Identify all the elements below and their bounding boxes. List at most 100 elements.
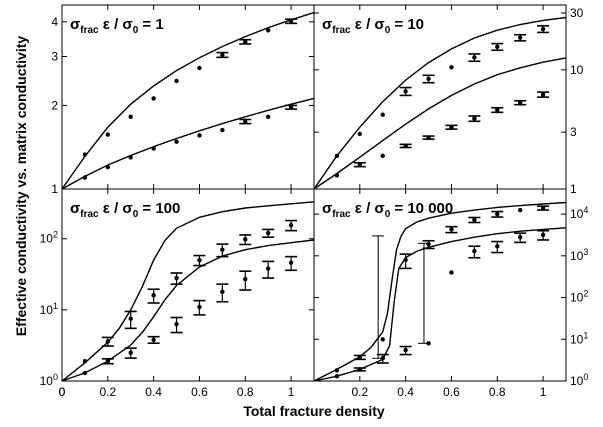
data-point [380,153,385,158]
data-point [472,217,477,223]
data-point [380,356,385,361]
data-point [288,260,294,265]
y-tick-label: 30 [570,6,584,20]
x-tick-label: 1 [540,385,547,399]
y-tick-label: 3 [570,125,577,139]
data-point [82,152,88,157]
data-point [380,337,385,342]
data-point [105,339,111,344]
data-point [174,321,179,327]
model-curve [61,201,315,382]
panel-4: 100 101 102 103 104 0.2 0.4 0.6 0.8 1 σfrac ε / σ0… [313,188,588,399]
x-tick-label: 0.2 [351,385,368,399]
data-point [288,19,294,24]
y-tick-label: 102 [40,230,58,246]
data-point [403,347,408,353]
data-point [197,65,202,71]
y-tick-label: 101 [570,330,588,346]
data-point [380,112,385,117]
data-point [540,92,546,97]
data-point [449,270,454,275]
x-tick-label: 0.8 [489,385,506,399]
data-point [495,244,500,249]
panel-title: σfrac ε / σ0 = 1 [70,16,164,36]
y-tick-label: 100 [40,372,58,388]
data-point [357,355,363,360]
data-point [426,242,431,247]
plot-frame [313,188,567,382]
data-point [449,65,454,70]
data-point [197,257,202,263]
panel-2: 1 3 10 30 σfrac ε / σ0 = 10 [313,4,584,196]
data-point [357,367,363,372]
data-point [472,55,477,60]
y-tick-label: 1 [570,182,577,196]
data-point [357,162,363,167]
x-tick-label: 0 [59,385,66,399]
model-curve [313,16,567,190]
data-point [82,175,88,180]
data-point [220,52,225,58]
data-point [288,222,294,228]
y-tick-label: 10 [570,63,584,77]
plot-frame [61,188,315,382]
data-point [197,133,202,138]
panel-title: σfrac ε / σ0 = 10 000 [322,200,453,220]
data-point [403,89,408,94]
data-point [174,275,179,281]
data-point [540,232,546,237]
data-point [334,153,340,158]
panel-3: 100 101 102 0 0.2 0.4 0.6 0.8 1 σfrac ε / σ0 = 10… [40,188,315,399]
data-point [426,76,431,82]
y-tick-label: 103 [570,247,588,263]
model-curve [61,11,315,190]
y-tick-label: 3 [51,50,58,64]
data-point [82,370,88,376]
data-point [128,316,133,321]
data-point [243,39,248,45]
x-tick-label: 0.4 [145,385,162,399]
data-point [334,374,340,379]
data-point [105,164,111,170]
data-point [449,227,454,232]
data-point [151,293,156,298]
y-tick-label: 1 [51,182,58,196]
data-point [334,173,340,178]
data-point [426,341,431,346]
data-point [517,207,523,213]
data-point [288,105,294,110]
data-point [495,44,500,50]
x-tick-label: 0.4 [397,385,414,399]
data-point [151,337,156,342]
data-point [220,127,225,133]
data-point [334,368,340,373]
data-point [495,107,500,113]
panel-title: σfrac ε / σ0 = 10 [322,16,424,36]
data-point [357,131,363,137]
data-point [265,266,271,271]
data-point [128,155,133,160]
data-point [265,28,271,33]
x-tick-label: 0 [59,385,66,399]
data-point [426,135,431,140]
panel-1: 1 2 3 4 σfrac ε / σ0 = 1 [51,4,315,196]
data-point [495,211,500,217]
data-point [243,237,248,242]
model-curve [313,227,567,382]
data-point [128,114,133,119]
data-point [220,247,225,252]
y-tick-label: 2 [51,98,58,112]
x-tick-label: 0.6 [443,385,460,399]
data-point [517,35,523,40]
data-point [82,358,88,364]
model-curve [61,97,315,190]
data-point [151,146,156,151]
data-point [151,96,156,101]
data-point [472,248,477,254]
data-point [128,350,133,355]
x-tick-label: 0.2 [99,385,116,399]
data-point [517,100,523,105]
data-point [265,114,271,119]
